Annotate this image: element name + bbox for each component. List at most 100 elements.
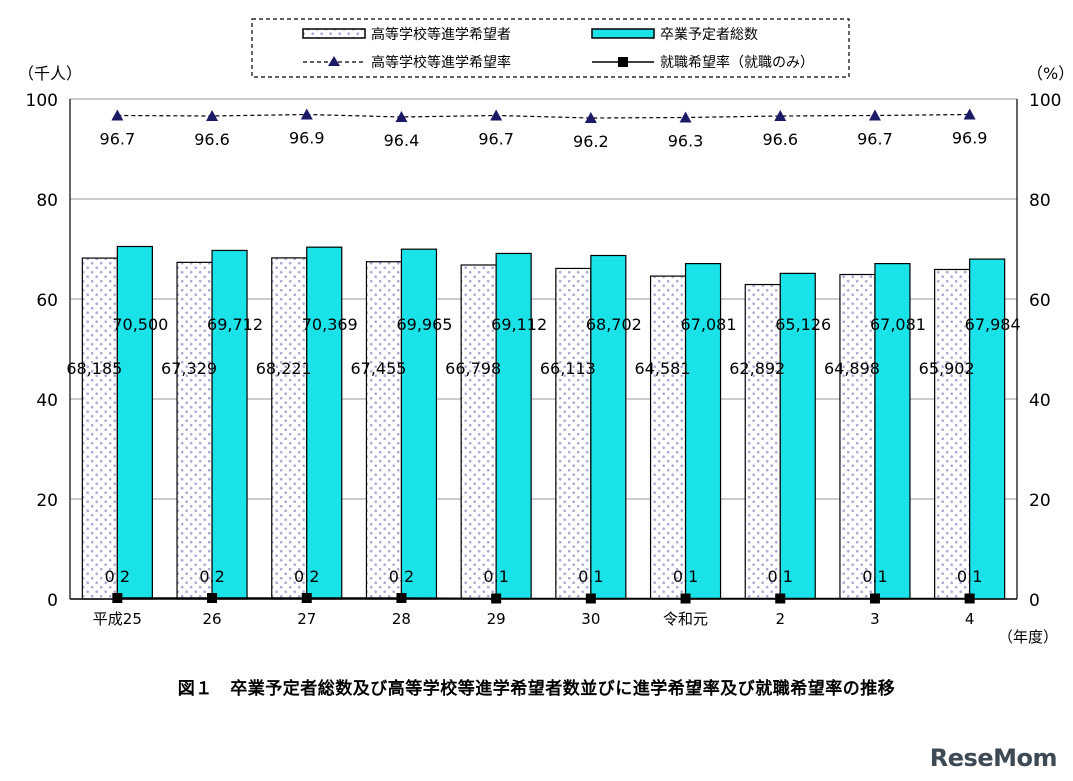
y-right-tick-label: 60 [1029, 291, 1051, 311]
marker-employment-rate [112, 593, 123, 603]
x-tick-label: 30 [581, 610, 600, 628]
line-advancement-rate [117, 113, 970, 119]
y-right-unit-label: （%） [1027, 64, 1073, 83]
marker-employment-rate [396, 593, 407, 603]
data-label-employment-rate: 0.1 [957, 567, 982, 586]
x-tick-label: 令和元 [663, 610, 708, 628]
data-label-advancement-applicants: 66,113 [540, 359, 596, 378]
bar-advancement-applicants [839, 273, 876, 600]
data-label-advancement-rate: 96.2 [573, 132, 609, 151]
bar-graduates-total [495, 252, 532, 600]
marker-advancement-rate [963, 108, 976, 120]
marker-employment-rate [869, 593, 880, 604]
bar-advancement-applicants [81, 257, 118, 600]
marker-advancement-rate [111, 109, 124, 121]
bar-advancement-applicants [176, 261, 213, 600]
data-label-employment-rate: 0.1 [862, 567, 887, 586]
data-label-advancement-applicants: 62,892 [729, 359, 785, 378]
marker-advancement-rate [490, 109, 503, 121]
data-label-employment-rate: 0.2 [294, 567, 319, 586]
marker-employment-rate [301, 593, 312, 603]
bar-graduates-total [779, 272, 816, 600]
y-right-tick-label: 40 [1029, 391, 1051, 411]
x-tick-label: 27 [297, 610, 316, 628]
marker-advancement-rate [206, 110, 219, 121]
data-label-employment-rate: 0.1 [673, 567, 698, 586]
marker-advancement-rate [584, 112, 597, 123]
data-label-advancement-rate: 96.3 [668, 132, 704, 151]
marker-advancement-rate [395, 111, 408, 122]
bar-advancement-applicants [365, 261, 403, 600]
x-tick-label: 平成25 [93, 610, 142, 628]
data-label-graduates-total: 70,500 [112, 315, 168, 334]
marker-employment-rate [207, 593, 218, 603]
data-label-employment-rate: 0.1 [768, 567, 793, 586]
data-label-graduates-total: 69,965 [396, 315, 452, 334]
y-left-tick-label: 20 [36, 491, 58, 511]
x-unit-label: （年度） [998, 628, 1058, 646]
data-label-employment-rate: 0.2 [199, 567, 224, 586]
x-tick-label: 29 [487, 610, 506, 628]
data-label-advancement-rate: 96.7 [857, 130, 893, 149]
y-left-tick-label: 60 [36, 291, 58, 311]
watermark-logo: ReseMom [929, 744, 1058, 772]
marker-advancement-rate [774, 110, 787, 121]
data-label-graduates-total: 67,081 [870, 315, 926, 334]
bar-advancement-applicants [649, 275, 687, 600]
y-right-tick-label: 80 [1029, 191, 1051, 211]
marker-employment-rate [775, 593, 786, 604]
legend-swatch-advancement-applicants [302, 28, 366, 39]
data-label-graduates-total: 70,369 [302, 315, 358, 334]
data-label-advancement-applicants: 68,221 [256, 359, 312, 378]
marker-advancement-rate [300, 108, 313, 120]
bar-graduates-total [590, 254, 627, 600]
legend-marker-advancement-rate [328, 56, 340, 66]
data-label-graduates-total: 69,112 [491, 315, 547, 334]
marker-advancement-rate [679, 111, 692, 123]
bar-advancement-applicants [271, 257, 308, 600]
legend-label-advancement-applicants: 高等学校等進学希望者 [371, 26, 511, 43]
data-label-employment-rate: 0.1 [483, 567, 508, 586]
data-label-advancement-applicants: 64,898 [824, 359, 880, 378]
marker-advancement-rate [868, 109, 881, 121]
y-left-tick-label: 100 [26, 91, 58, 111]
bar-graduates-total [874, 262, 911, 600]
bar-graduates-total [306, 246, 343, 600]
line-employment-rate [117, 597, 970, 600]
legend-marker-employment-rate [618, 57, 628, 67]
data-label-advancement-rate: 96.9 [952, 129, 988, 148]
data-label-advancement-applicants: 65,902 [919, 359, 975, 378]
marker-employment-rate [964, 593, 975, 604]
y-right-tick-label: 0 [1029, 591, 1040, 611]
data-label-employment-rate: 0.2 [389, 567, 414, 586]
data-label-advancement-rate: 96.6 [762, 130, 798, 149]
y-left-unit-label: （千人） [18, 64, 82, 83]
legend-label-graduates-total: 卒業予定者総数 [660, 27, 758, 43]
figure-caption: 図１ 卒業予定者総数及び高等学校等進学希望者数並びに進学希望率及び就職希望率の推… [177, 679, 896, 699]
data-label-advancement-applicants: 64,581 [635, 359, 691, 378]
bar-graduates-total [400, 248, 438, 600]
legend-swatch-graduates-total [591, 28, 655, 39]
bar-advancement-applicants [934, 268, 971, 600]
x-tick-label: 28 [392, 610, 411, 628]
marker-employment-rate [491, 593, 502, 604]
x-tick-label: 3 [870, 610, 880, 628]
data-label-employment-rate: 0.2 [105, 567, 130, 586]
data-label-advancement-rate: 96.9 [289, 129, 325, 148]
data-label-graduates-total: 67,081 [681, 315, 737, 334]
data-label-advancement-rate: 96.6 [194, 130, 230, 149]
y-left-tick-label: 0 [47, 591, 58, 611]
data-label-advancement-applicants: 66,798 [445, 359, 501, 378]
y-right-tick-label: 20 [1029, 491, 1051, 511]
data-label-advancement-rate: 96.4 [384, 131, 420, 150]
data-label-graduates-total: 65,126 [775, 315, 831, 334]
data-label-graduates-total: 68,702 [586, 315, 642, 334]
bar-graduates-total [116, 245, 153, 600]
legend-label-employment-rate: 就職希望率（就職のみ） [660, 54, 814, 71]
marker-employment-rate [680, 593, 691, 604]
legend-label-advancement-rate: 高等学校等進学希望率 [371, 54, 511, 71]
data-label-advancement-applicants: 68,185 [66, 359, 122, 378]
data-label-graduates-total: 67,984 [965, 315, 1021, 334]
